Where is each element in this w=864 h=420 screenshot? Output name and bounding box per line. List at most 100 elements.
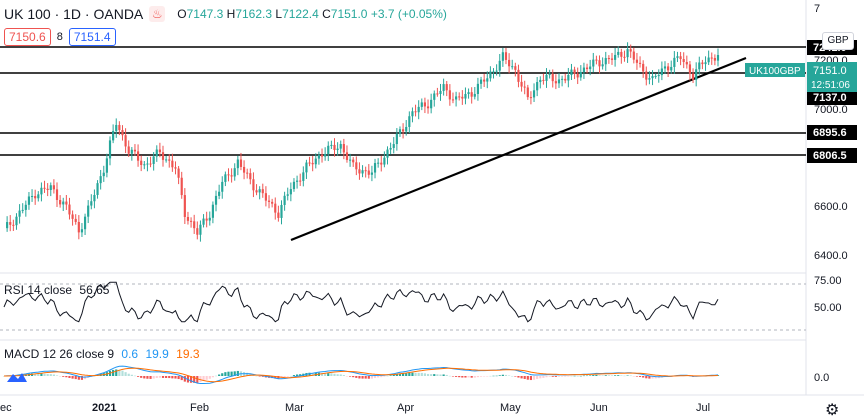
candle-body xyxy=(289,189,292,195)
candle-body xyxy=(12,224,15,226)
candle-body xyxy=(143,164,146,166)
macd-bar xyxy=(486,376,489,377)
buy-button[interactable]: 7151.4 xyxy=(68,28,116,46)
macd-bar xyxy=(582,375,586,377)
candle-body xyxy=(121,130,124,136)
candle-body xyxy=(442,84,445,91)
macd-bar xyxy=(342,375,345,376)
tradingview-logo[interactable] xyxy=(6,370,28,384)
candle-body xyxy=(673,57,676,67)
macd-bar xyxy=(617,375,620,376)
macd-bar xyxy=(218,374,221,376)
macd-bar xyxy=(476,376,480,378)
candle-body xyxy=(467,92,470,95)
symbol-tag: UK100GBP xyxy=(749,66,801,77)
candle-body xyxy=(224,174,227,182)
gear-icon[interactable]: ⚙ xyxy=(825,402,840,419)
candle-body xyxy=(417,106,420,113)
candle-body xyxy=(177,168,180,178)
currency-button[interactable]: GBP xyxy=(822,32,854,50)
candle-body xyxy=(171,160,174,168)
candle-body xyxy=(392,144,395,148)
macd-bar xyxy=(573,375,576,377)
macd-bar xyxy=(174,376,177,379)
time-tick: May xyxy=(500,402,521,414)
candle-body xyxy=(464,94,467,99)
macd-bar xyxy=(632,376,635,377)
candle-body xyxy=(598,60,601,67)
macd-legend[interactable]: MACD 12 26 close 9 0.6 19.9 19.3 xyxy=(4,347,200,361)
macd-bar xyxy=(221,373,224,376)
macd-bar xyxy=(336,374,339,376)
macd-bar xyxy=(339,374,342,376)
macd-hist-value: 19.3 xyxy=(176,347,200,361)
macd-bar xyxy=(299,374,302,376)
macd-bar xyxy=(607,375,610,376)
macd-bar xyxy=(68,376,71,379)
candle-body xyxy=(642,63,645,72)
candle-body xyxy=(55,189,59,200)
candle-body xyxy=(623,56,626,58)
macd-bar xyxy=(352,376,355,378)
candle-body xyxy=(486,78,489,82)
candle-body xyxy=(504,52,508,60)
candle-body xyxy=(115,124,118,132)
macd-bar xyxy=(246,372,249,376)
macd-bar xyxy=(59,376,62,377)
macd-bar xyxy=(423,373,427,376)
macd-bar xyxy=(392,374,395,376)
candle-body xyxy=(479,79,483,84)
candle-body xyxy=(261,189,264,194)
candle-body xyxy=(554,81,557,84)
candle-body xyxy=(498,60,501,71)
signal-line[interactable] xyxy=(4,367,719,383)
macd-bar xyxy=(623,375,626,377)
candle-body xyxy=(638,62,642,64)
price-tick: 6600.0 xyxy=(814,201,848,213)
time-tick: Jul xyxy=(696,402,710,414)
macd-histogram[interactable] xyxy=(2,369,720,383)
macd-bar xyxy=(386,375,389,377)
macd-line[interactable] xyxy=(3,365,719,384)
candle-body xyxy=(311,162,314,165)
macd-bar xyxy=(579,375,582,377)
macd-bar xyxy=(152,376,155,379)
candle-body xyxy=(83,216,87,230)
candle-body xyxy=(242,166,246,173)
candle-body xyxy=(239,159,243,167)
macd-bar xyxy=(567,376,570,377)
candle-body xyxy=(423,102,427,107)
macd-bar xyxy=(146,376,149,379)
macd-bar xyxy=(230,371,233,376)
trade-buttons: 7150.6 8 7151.4 xyxy=(4,28,116,46)
macd-bar xyxy=(561,376,564,377)
trend-line[interactable] xyxy=(290,56,747,242)
price-tick: 6400.0 xyxy=(814,250,848,262)
flame-icon[interactable]: ♨ xyxy=(149,6,166,22)
candle-body xyxy=(15,216,18,226)
level-tag-6806: 6806.5 xyxy=(813,150,847,162)
candle-body xyxy=(645,71,648,80)
candle-body xyxy=(158,149,161,153)
macd-bar xyxy=(330,373,333,376)
candle-body xyxy=(249,173,252,180)
candle-body xyxy=(373,163,377,173)
candlestick-series[interactable] xyxy=(6,42,720,242)
symbol-title[interactable]: UK 100 · 1D · OANDA xyxy=(4,6,144,22)
time-tick: Jun xyxy=(590,402,608,414)
candle-body xyxy=(46,188,49,191)
rsi-line[interactable] xyxy=(3,281,719,323)
candle-body xyxy=(189,220,193,222)
candle-body xyxy=(458,96,461,98)
macd-bar xyxy=(402,373,405,376)
candle-body xyxy=(27,196,31,205)
macd-bar xyxy=(455,376,458,377)
candle-body xyxy=(218,191,221,196)
candle-body xyxy=(688,64,692,74)
candle-body xyxy=(127,146,130,154)
candle-body xyxy=(105,158,108,173)
macd-bar xyxy=(46,373,49,376)
sell-button[interactable]: 7150.6 xyxy=(4,28,51,46)
rsi-legend[interactable]: RSI 14 close 56.65 xyxy=(4,283,109,297)
